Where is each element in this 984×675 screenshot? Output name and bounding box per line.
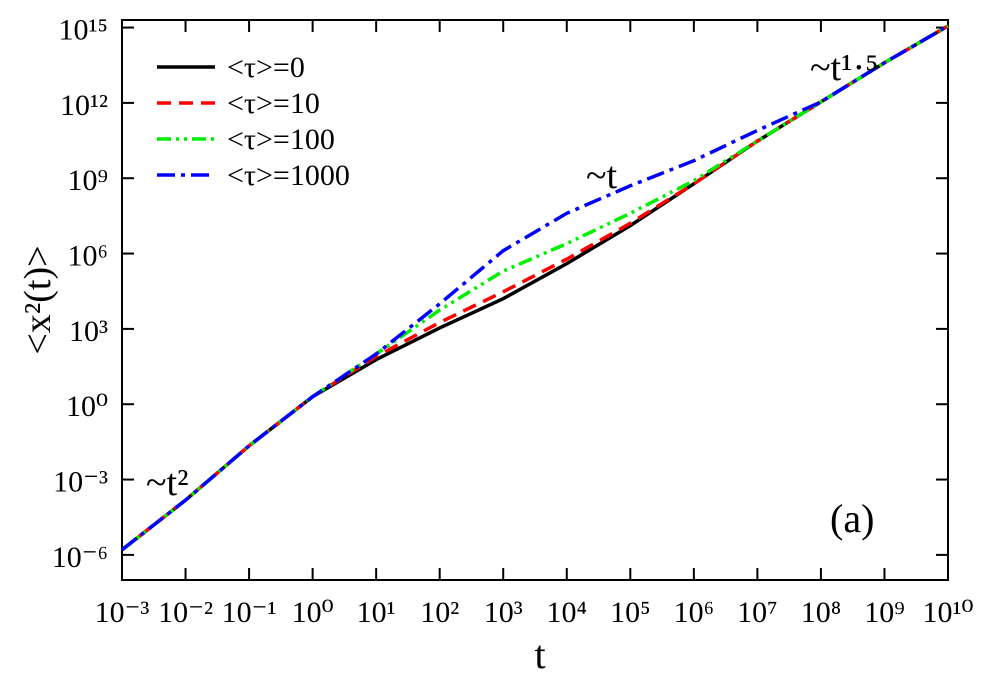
x-tick-label: 10⁸ [801, 596, 841, 629]
x-tick-label: 10³ [484, 596, 523, 629]
legend-label: <τ>=100 [227, 123, 335, 156]
x-tick-label: 10⁰ [292, 596, 334, 629]
annotation: ~t² [146, 462, 189, 504]
legend-label: <τ>=10 [227, 87, 320, 120]
y-tick-label: 10¹⁵ [59, 14, 108, 47]
y-tick-label: 10³ [69, 315, 108, 348]
y-tick-label: 10⁹ [68, 164, 108, 197]
x-tick-label: 10⁴ [547, 596, 587, 629]
x-tick-label: 10² [420, 596, 459, 629]
annotation: (a) [830, 496, 874, 541]
y-axis-label: <x²(t)> [17, 245, 59, 354]
x-tick-label: 10¹⁰ [922, 596, 973, 629]
x-tick-label: 10⁷ [737, 596, 777, 629]
y-tick-label: 10⁻⁶ [52, 541, 108, 574]
y-tick-label: 10⁻³ [53, 466, 108, 499]
x-tick-label: 10⁶ [674, 596, 714, 629]
x-tick-label: 10⁻² [158, 596, 213, 629]
y-tick-label: 10⁰ [66, 390, 108, 423]
annotation: ~t¹·⁵ [810, 47, 878, 89]
y-tick-label: 10⁶ [68, 240, 108, 273]
x-tick-label: 10⁻³ [95, 596, 150, 629]
legend-label: <τ>=1000 [227, 159, 350, 192]
series-line [120, 24, 949, 552]
x-tick-label: 10⁵ [610, 596, 650, 629]
x-tick-label: 10¹ [357, 596, 396, 629]
y-tick-label: 10¹² [60, 89, 108, 122]
x-axis-label: t [534, 632, 545, 675]
plot-frame [121, 19, 949, 581]
x-tick-label: 10⁻¹ [222, 596, 277, 629]
annotation: ~t [586, 155, 618, 197]
x-tick-label: 10⁹ [864, 596, 904, 629]
legend-label: <τ>=0 [227, 51, 305, 84]
